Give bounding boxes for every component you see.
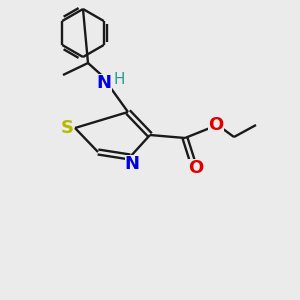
Text: O: O <box>188 159 204 177</box>
Text: S: S <box>61 119 74 137</box>
Text: O: O <box>208 116 224 134</box>
Text: N: N <box>124 155 140 173</box>
Text: N: N <box>97 74 112 92</box>
Text: H: H <box>113 71 125 86</box>
